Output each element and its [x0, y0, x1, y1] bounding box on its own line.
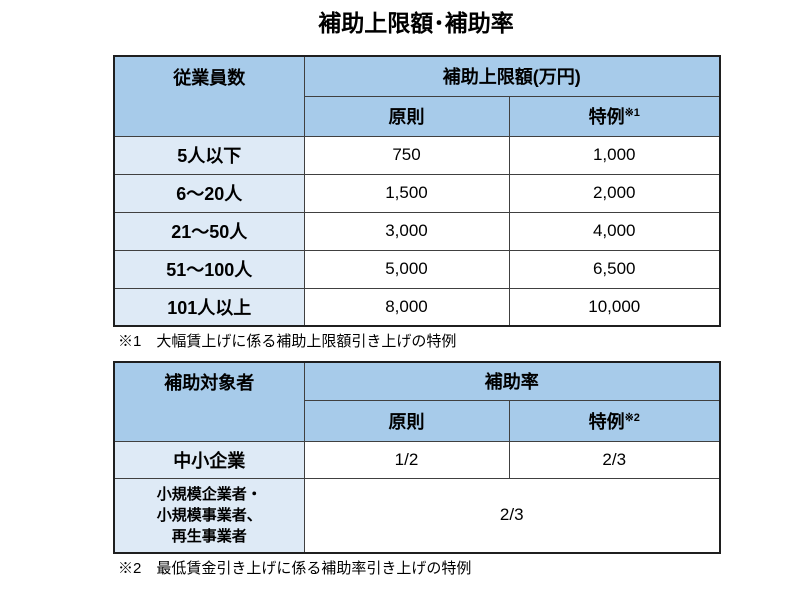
special-value: 6,500	[508, 249, 721, 289]
special-value: 1,000	[508, 135, 721, 175]
table-row: 21～50人 3,000 4,000	[113, 211, 721, 251]
subsidy-rate-table: 補助対象者 補助率 原則 特例※2 中小企業 1/2 2/3 小規模企業者・ 小…	[113, 361, 721, 554]
principle-value: 1,500	[303, 173, 510, 213]
special-value: 4,000	[508, 211, 721, 251]
principle-value: 750	[303, 135, 510, 175]
page-title: 補助上限額･補助率	[318, 10, 514, 36]
row-label: 5人以下	[113, 135, 305, 175]
document-body: 補助上限額･補助率 従業員数 補助上限額(万円) 原則 特例※1 5人以下 75…	[113, 0, 721, 580]
table-row: 101人以上 8,000 10,000	[113, 287, 721, 327]
special-subheader: 特例※2	[508, 399, 721, 442]
employees-header-cell: 従業員数	[113, 55, 305, 137]
special-subheader-label: 特例	[588, 107, 625, 127]
footnote1-marker: ※1	[624, 107, 640, 119]
subsidy-limit-table: 従業員数 補助上限額(万円) 原則 特例※1 5人以下 750 1,000 6～…	[113, 55, 721, 327]
footnote2-marker: ※2	[624, 411, 640, 424]
subsidy-rate-group-header: 補助率	[303, 361, 721, 401]
row-label-line1: 小規模企業者・	[156, 485, 262, 503]
table-row: 小規模企業者・ 小規模事業者、 再生事業者 2/3	[113, 477, 721, 554]
row-label: 101人以上	[113, 287, 305, 327]
principle-value: 1/2	[303, 440, 510, 479]
principle-value: 5,000	[303, 249, 510, 289]
employees-header-label: 従業員数	[173, 68, 246, 88]
special-subheader-label: 特例	[588, 411, 625, 432]
table-row: 5人以下 750 1,000	[113, 135, 721, 175]
row-label: 6～20人	[113, 173, 305, 213]
principle-subheader: 原則	[303, 95, 510, 137]
row-label-line3: 再生事業者	[171, 527, 247, 545]
special-value: 2,000	[508, 173, 721, 213]
principle-subheader: 原則	[303, 399, 510, 442]
table-row: 6～20人 1,500 2,000	[113, 173, 721, 213]
table-row: 中小企業 1/2 2/3	[113, 440, 721, 479]
row-label: 中小企業	[113, 440, 305, 479]
subsidy-limit-group-header: 補助上限額(万円)	[303, 55, 721, 97]
principle-value: 3,000	[303, 211, 510, 251]
target-header-label: 補助対象者	[164, 373, 255, 393]
principle-value: 8,000	[303, 287, 510, 327]
target-header-cell: 補助対象者	[113, 361, 305, 442]
special-subheader: 特例※1	[508, 95, 721, 137]
row-label-line2: 小規模事業者、	[156, 506, 262, 524]
footnote-1: ※1 大幅賃上げに係る補助上限額引き上げの特例	[118, 333, 457, 350]
row-label: 21～50人	[113, 211, 305, 251]
special-value: 2/3	[508, 440, 721, 479]
table-row: 51～100人 5,000 6,500	[113, 249, 721, 289]
row-label: 51～100人	[113, 249, 305, 289]
footnote-2: ※2 最低賃金引き上げに係る補助率引き上げの特例	[118, 560, 472, 577]
special-value: 10,000	[508, 287, 721, 327]
row-label-multiline: 小規模企業者・ 小規模事業者、 再生事業者	[113, 477, 305, 554]
merged-rate-value: 2/3	[303, 477, 721, 554]
